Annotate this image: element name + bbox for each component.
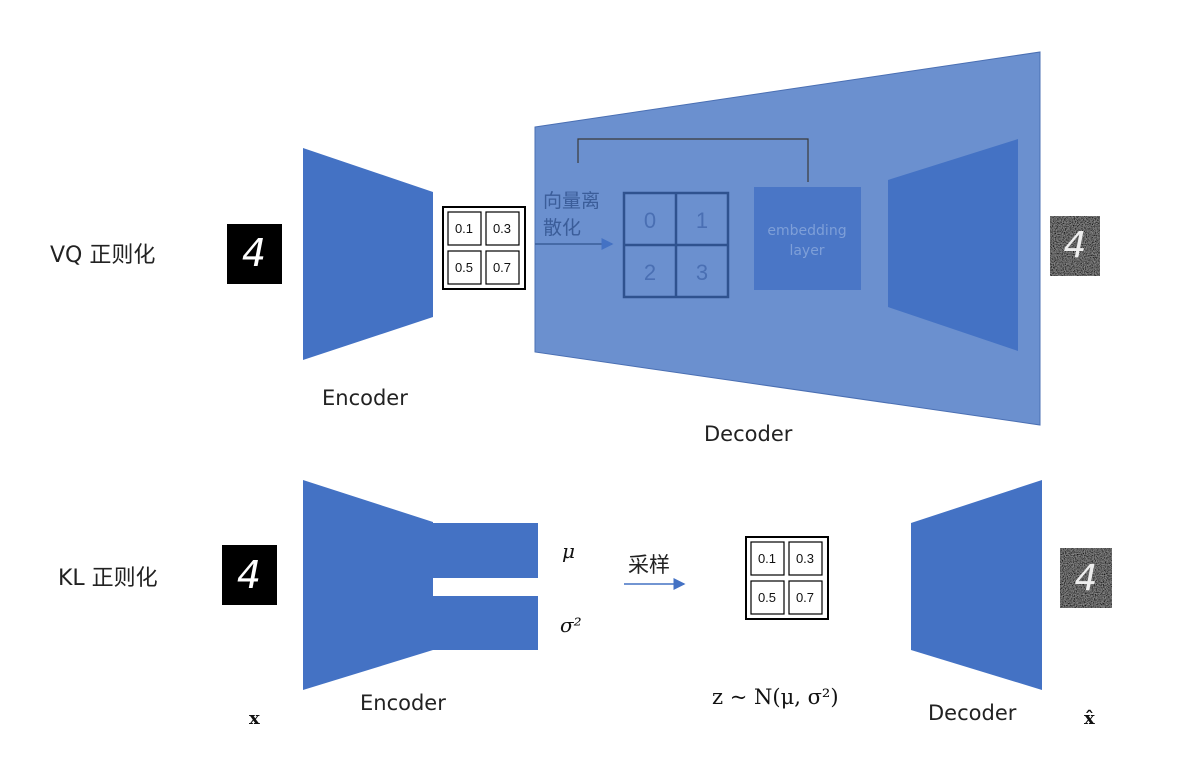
kl-encoder-label: Encoder [360, 691, 446, 715]
vq-row-title: VQ 正则化 [50, 243, 155, 268]
kl-latent-cell: 0.3 [796, 551, 814, 566]
vq-codebook-grid: 0 1 2 3 [622, 191, 730, 299]
vq-output-digit-image: 4 [1050, 216, 1100, 276]
vq-decoder-shape [888, 139, 1018, 351]
kl-output-label: x̂ [1084, 708, 1095, 729]
vq-latent-cell: 0.3 [493, 221, 511, 236]
kl-output-digit-image: 4 [1060, 548, 1112, 608]
svg-text:4: 4 [1075, 558, 1098, 599]
embedding-layer-label: embedding [767, 223, 846, 239]
vq-quantize-label: 向量离 [543, 190, 600, 212]
kl-sigma-label: σ² [560, 613, 582, 637]
kl-encoder-shape [303, 480, 433, 690]
kl-row-title: KL 正则化 [58, 566, 158, 591]
svg-text:4: 4 [1064, 225, 1087, 266]
svg-text:4: 4 [237, 553, 261, 597]
kl-latent-cell: 0.1 [758, 551, 776, 566]
kl-decoder-label: Decoder [928, 701, 1017, 725]
svg-text:4: 4 [242, 231, 266, 275]
codebook-index: 2 [644, 260, 656, 285]
vq-latent-cell: 0.5 [455, 260, 473, 275]
kl-distribution-label: z ~ N(μ, σ²) [712, 685, 839, 709]
codebook-index: 0 [644, 208, 656, 233]
kl-decoder-shape [911, 480, 1042, 690]
kl-latent-grid: 0.1 0.3 0.5 0.7 [745, 536, 829, 620]
vq-quantize-label: 散化 [543, 217, 581, 239]
codebook-index: 1 [696, 208, 708, 233]
vq-encoder-shape [303, 148, 433, 360]
vq-latent-grid: 0.1 0.3 0.5 0.7 [442, 206, 526, 290]
kl-mu-branch [433, 523, 538, 578]
vq-input-digit-image: 4 [227, 224, 282, 284]
kl-sample-label: 采样 [628, 553, 670, 577]
vq-latent-cell: 0.1 [455, 221, 473, 236]
vq-decoder-label: Decoder [704, 422, 793, 446]
kl-latent-cell: 0.7 [796, 590, 814, 605]
kl-input-digit-image: 4 [222, 545, 277, 605]
codebook-index: 3 [696, 260, 708, 285]
vq-skip-bracket [577, 138, 809, 182]
kl-mu-label: μ [562, 539, 575, 563]
embedding-layer-box [754, 187, 861, 290]
vq-encoder-label: Encoder [322, 386, 408, 410]
kl-latent-cell: 0.5 [758, 590, 776, 605]
embedding-layer-label: layer [789, 243, 824, 259]
kl-sigma-branch [433, 596, 538, 650]
kl-input-label: x [249, 708, 260, 729]
vq-latent-cell: 0.7 [493, 260, 511, 275]
